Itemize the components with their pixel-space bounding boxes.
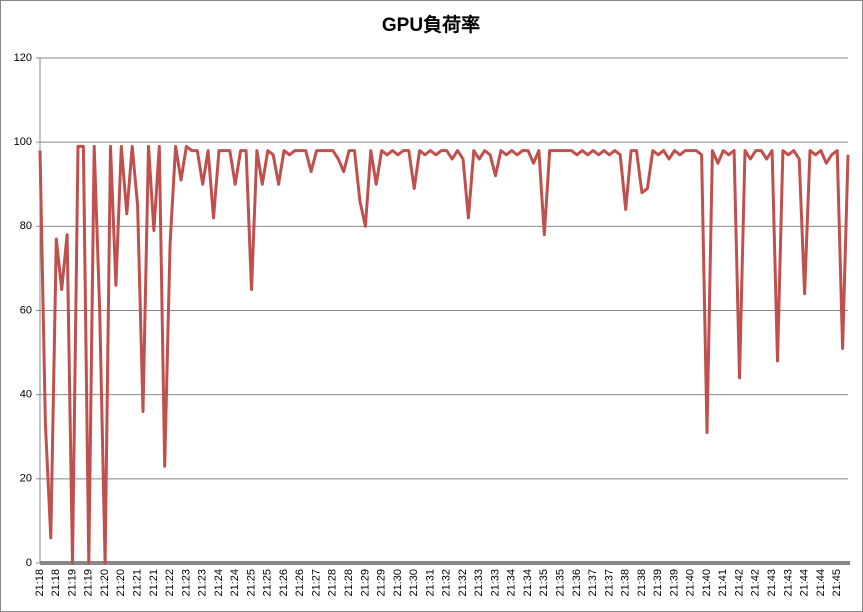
x-tick-label: 21:45 (831, 569, 843, 597)
y-tick-label: 60 (20, 304, 32, 316)
x-tick-label: 21:35 (554, 569, 566, 597)
x-tick-label: 21:32 (441, 569, 453, 597)
x-tick-label: 21:18 (50, 569, 62, 597)
x-tick-label: 21:29 (376, 569, 388, 597)
x-tick-label: 21:26 (278, 569, 290, 597)
x-tick-label: 21:26 (294, 569, 306, 597)
y-tick-label: 100 (14, 136, 32, 148)
x-tick-label: 21:31 (424, 569, 436, 597)
x-tick-label: 21:39 (668, 569, 680, 597)
x-tick-label: 21:34 (506, 569, 518, 597)
x-tick-label: 21:38 (620, 569, 632, 597)
x-tick-label: 21:19 (66, 569, 78, 597)
x-tick-label: 21:30 (392, 569, 404, 597)
x-tick-label: 21:23 (197, 569, 209, 597)
x-tick-label: 21:28 (343, 569, 355, 597)
y-tick-label: 80 (20, 220, 32, 232)
x-tick-label: 21:27 (310, 569, 322, 597)
data-line (38, 144, 850, 565)
y-tick-label: 0 (26, 557, 32, 569)
y-tick-label: 120 (14, 52, 32, 64)
y-tick-label: 20 (20, 473, 32, 485)
x-tick-label: 21:18 (34, 569, 46, 597)
x-tick-label: 21:41 (717, 569, 729, 597)
chart-title: GPU負荷率 (382, 13, 480, 36)
x-tick-label: 21:44 (815, 569, 827, 597)
x-tick-label: 21:43 (782, 569, 794, 597)
x-tick-label: 21:37 (603, 569, 615, 597)
x-tick-label: 21:37 (587, 569, 599, 597)
x-tick-label: 21:21 (132, 569, 144, 597)
x-tick-label: 21:36 (571, 569, 583, 597)
x-tick-label: 21:32 (457, 569, 469, 597)
x-tick-label: 21:40 (685, 569, 697, 597)
x-tick-label: 21:25 (245, 569, 257, 597)
x-tick-label: 21:20 (99, 569, 111, 597)
x-tick-label: 21:21 (148, 569, 160, 597)
x-tick-label: 21:35 (538, 569, 550, 597)
x-tick-label: 21:23 (180, 569, 192, 597)
x-tick-label: 21:24 (229, 569, 241, 597)
x-tick-label: 21:22 (164, 569, 176, 597)
y-tick-label: 40 (20, 389, 32, 401)
x-tick-label: 21:42 (733, 569, 745, 597)
x-tick-label: 21:25 (262, 569, 274, 597)
x-tick-label: 21:24 (213, 569, 225, 597)
x-tick-label: 21:38 (636, 569, 648, 597)
x-tick-label: 21:33 (489, 569, 501, 597)
x-tick-label: 21:44 (799, 569, 811, 597)
x-tick-label: 21:42 (750, 569, 762, 597)
x-tick-label: 21:19 (83, 569, 95, 597)
x-tick-label: 21:43 (766, 569, 778, 597)
x-tick-label: 21:39 (652, 569, 664, 597)
x-tick-label: 21:28 (327, 569, 339, 597)
x-tick-label: 21:30 (408, 569, 420, 597)
x-tick-label: 21:29 (359, 569, 371, 597)
x-tick-label: 21:20 (115, 569, 127, 597)
x-tick-label: 21:34 (522, 569, 534, 597)
x-tick-label: 21:33 (473, 569, 485, 597)
x-tick-label: 21:40 (701, 569, 713, 597)
x-axis (40, 561, 850, 565)
